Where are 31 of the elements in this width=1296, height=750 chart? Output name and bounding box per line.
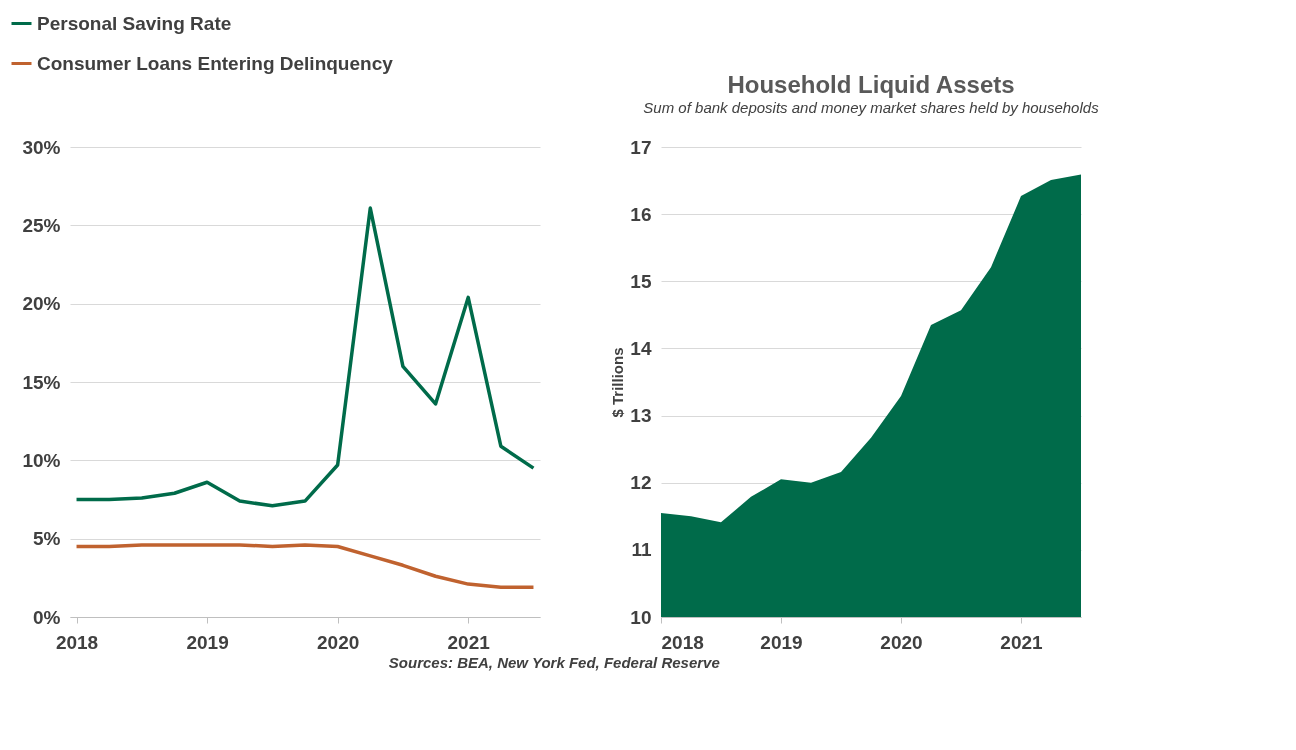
x-tick-label: 2020	[880, 631, 923, 653]
y-tick-label: 5%	[33, 528, 61, 550]
chart-title: Household Liquid Assets	[727, 71, 1015, 98]
x-tick-label: 2020	[317, 631, 360, 653]
x-tick-label: 2018	[661, 631, 704, 653]
y-tick-label: 0%	[33, 606, 61, 628]
y-tick-label: 11	[631, 539, 652, 561]
y-tick-label: 12	[630, 472, 652, 494]
line-series	[74, 206, 536, 508]
source-note: Sources: BEA, New York Fed, Federal Reserve	[388, 654, 720, 671]
x-tick-label: 2019	[760, 631, 803, 653]
x-tick-label: 2021	[1000, 631, 1044, 653]
y-tick-label: 15%	[22, 371, 61, 393]
x-tick-label: 2019	[186, 631, 229, 653]
line-series	[74, 543, 536, 589]
y-tick-label: 16	[630, 203, 652, 225]
y-axis-title: $ Trillions	[609, 347, 627, 418]
legend-label: Personal Saving Rate	[37, 12, 232, 34]
y-tick-label: 20%	[22, 293, 61, 315]
x-tick-label: 2021	[447, 631, 491, 653]
y-tick-label: 10%	[22, 449, 61, 471]
legend-label: Consumer Loans Entering Delinquency	[37, 52, 394, 74]
y-tick-label: 15	[630, 270, 652, 292]
y-tick-label: 30%	[22, 136, 61, 158]
chart-subtitle: Sum of bank deposits and money market shares held by households	[643, 99, 1100, 116]
y-tick-label: 14	[630, 337, 652, 359]
y-tick-label: 13	[630, 405, 652, 427]
x-tick-label: 2018	[55, 631, 99, 653]
y-tick-label: 10	[630, 606, 652, 628]
y-tick-label: 25%	[22, 214, 61, 236]
y-tick-label: 17	[630, 136, 652, 158]
